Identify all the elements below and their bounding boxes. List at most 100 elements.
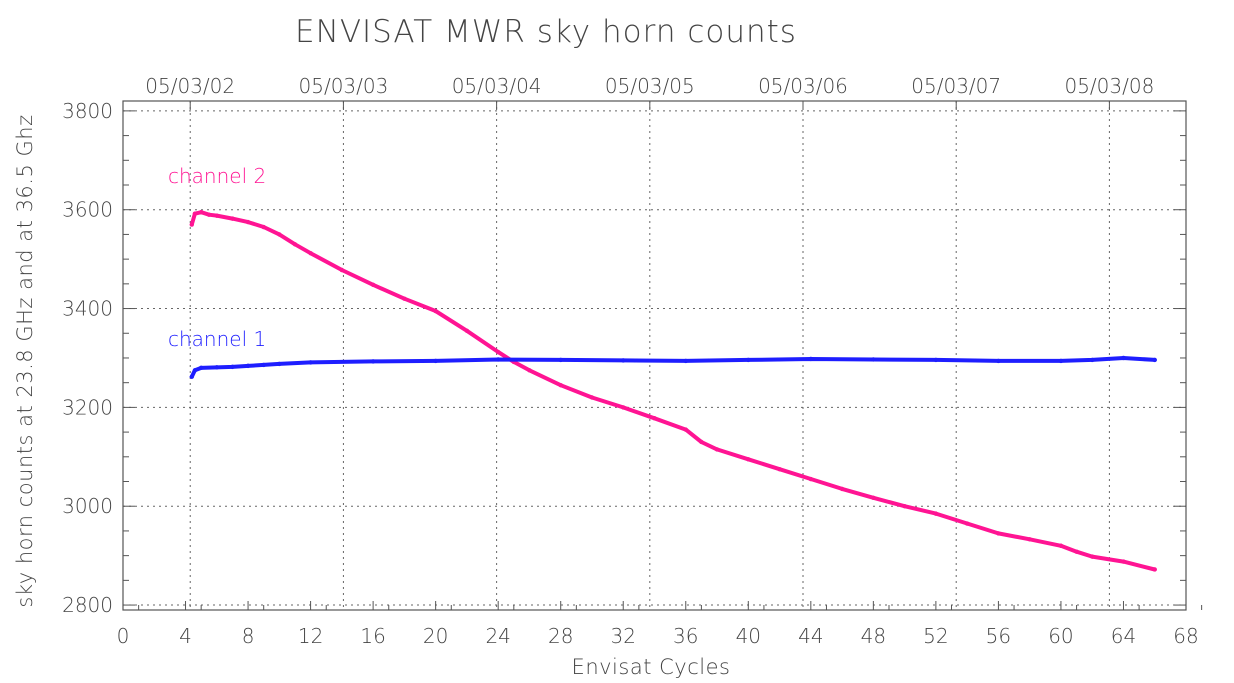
x-tick-label: 60	[1048, 624, 1073, 648]
data-point	[433, 308, 438, 314]
data-point	[777, 466, 782, 472]
data-point	[527, 368, 532, 373]
top-date-labels: 05/03/02 05/03/03 05/03/04 05/03/05 05/03/06…	[145, 74, 1154, 98]
data-point	[621, 405, 626, 410]
data-point	[933, 511, 939, 516]
data-point	[1027, 537, 1032, 542]
y-axis-label: sky horn counts at 23.8 GHz and at 36.5 …	[13, 114, 37, 607]
series-label-channel-2: channel 2	[168, 164, 266, 188]
data-point	[192, 211, 198, 216]
x-tick-label: 68	[1173, 624, 1198, 648]
plot-frame	[122, 100, 1187, 611]
x-tick-label: 0	[117, 624, 130, 648]
y-tick-label: 3000	[62, 494, 113, 518]
data-point	[1121, 559, 1126, 564]
data-point	[261, 224, 266, 230]
data-point	[871, 495, 876, 501]
data-point	[996, 531, 1001, 536]
x-tick-label: 32	[611, 624, 636, 648]
data-point	[245, 219, 251, 225]
data-point	[699, 439, 704, 445]
x-tick-label: 12	[298, 624, 323, 648]
y-tick-label: 3600	[62, 198, 113, 222]
data-point	[495, 357, 501, 362]
data-point	[558, 382, 563, 388]
data-point	[1058, 543, 1064, 548]
x-tick-label: 24	[485, 624, 510, 648]
y-tick-label: 2800	[62, 593, 113, 617]
data-point	[808, 476, 814, 482]
data-point	[589, 395, 595, 400]
top-date-label: 05/03/04	[452, 74, 542, 98]
data-point	[683, 358, 688, 364]
top-date-label: 05/03/02	[145, 74, 235, 98]
data-point	[1121, 355, 1126, 361]
data-point	[839, 486, 845, 492]
data-point	[214, 213, 219, 218]
x-tick-label: 28	[548, 624, 573, 648]
x-tick-label: 40	[736, 624, 761, 648]
x-tick-label: 4	[179, 624, 192, 648]
x-tick-label: 8	[242, 624, 255, 648]
data-point	[964, 521, 970, 526]
data-point	[339, 267, 345, 273]
x-tick-label: 64	[1111, 624, 1136, 648]
data-point	[871, 357, 876, 362]
data-point	[433, 358, 438, 364]
y-tick-label: 3400	[62, 297, 113, 321]
y-tick-label: 3800	[62, 99, 113, 123]
x-tick-label: 36	[673, 624, 698, 648]
gridlines	[123, 101, 1186, 610]
series-labels: channel 2 channel 1	[168, 164, 266, 351]
data-point	[1058, 358, 1064, 364]
data-point	[189, 222, 194, 227]
data-point	[652, 416, 657, 421]
data-point	[189, 374, 194, 379]
data-point	[402, 296, 407, 301]
data-point	[370, 282, 376, 288]
data-point	[1152, 567, 1157, 572]
data-point	[621, 358, 626, 363]
top-date-label: 05/03/07	[911, 74, 1001, 98]
x-tick-label: 20	[423, 624, 448, 648]
top-date-label: 05/03/06	[758, 74, 848, 98]
data-point	[714, 447, 720, 452]
data-point	[277, 361, 282, 367]
x-tick-label: 44	[798, 624, 823, 648]
data-point	[198, 209, 204, 215]
data-point	[192, 368, 198, 373]
y-tick-label: 3200	[62, 395, 113, 419]
data-point	[292, 242, 298, 247]
data-point	[683, 427, 688, 432]
x-tick-label: 16	[360, 624, 385, 648]
series-line-1	[189, 210, 1157, 572]
axis-ticks	[122, 101, 1203, 610]
data-point	[370, 359, 376, 364]
data-point	[746, 357, 751, 363]
series-line-2	[189, 356, 1157, 379]
data-point	[198, 365, 204, 371]
data-marks	[189, 209, 1157, 572]
data-point	[1152, 357, 1157, 363]
data-point	[1090, 554, 1095, 559]
data-point	[746, 457, 751, 462]
data-point	[933, 357, 939, 363]
data-point	[261, 362, 266, 368]
x-tick-label: 56	[986, 624, 1011, 648]
x-axis-label: Envisat Cycles	[572, 655, 731, 679]
data-point	[206, 212, 212, 217]
data-point	[464, 328, 470, 333]
x-tick-labels: 0 4 8 12 16 20 24 28 32 36 40 44 48 52 56 60 64 68	[117, 624, 1199, 648]
data-point	[277, 232, 282, 237]
data-point	[308, 360, 313, 365]
data-point	[996, 358, 1001, 364]
top-date-label: 05/03/03	[299, 74, 389, 98]
data-point	[1090, 357, 1095, 363]
data-point	[558, 357, 563, 363]
plot-area	[122, 100, 1203, 611]
x-tick-label: 52	[923, 624, 948, 648]
data-point	[214, 365, 219, 370]
x-tick-label: 48	[861, 624, 886, 648]
top-date-label: 05/03/05	[605, 74, 695, 98]
